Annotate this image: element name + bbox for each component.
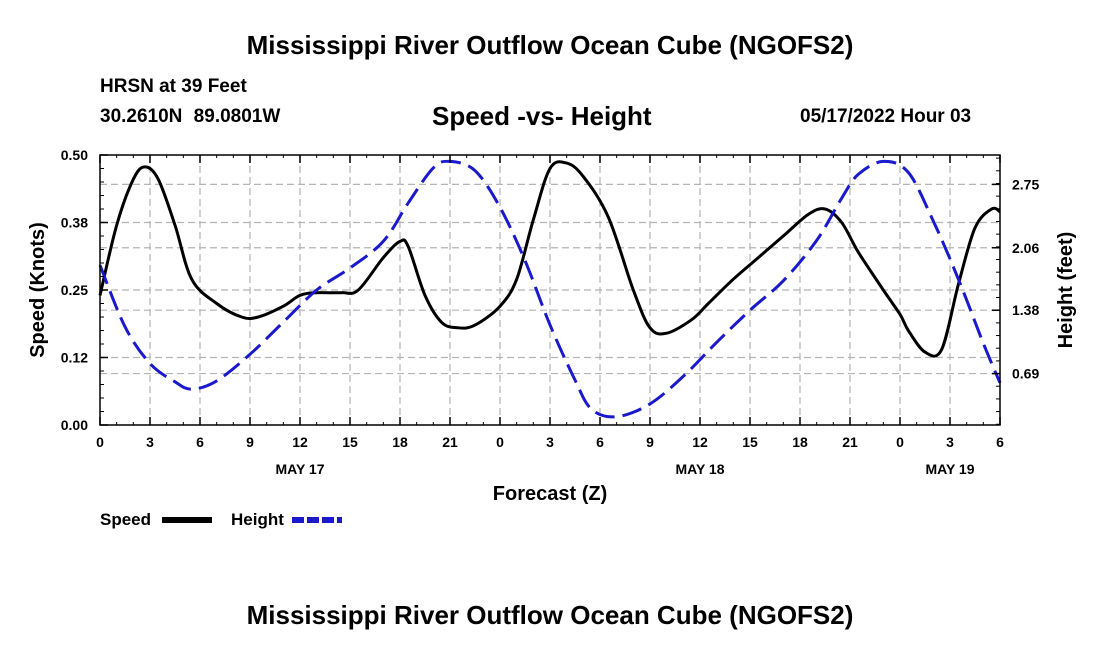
main-title: Mississippi River Outflow Ocean Cube (NG… — [246, 30, 854, 60]
y2-tick-label: 0.69 — [1012, 366, 1039, 382]
chart-subtitle: Speed -vs- Height — [432, 101, 652, 131]
date-label: MAY 19 — [925, 461, 974, 477]
x-tick-label: 6 — [996, 434, 1004, 450]
x-tick-label: 0 — [496, 434, 504, 450]
x-axis-title: Forecast (Z) — [493, 483, 607, 505]
date-label: MAY 18 — [675, 461, 724, 477]
legend-speed-label: Speed — [100, 510, 151, 529]
x-tick-label: 12 — [292, 434, 308, 450]
y-tick-label: 0.50 — [61, 147, 88, 163]
x-tick-label: 6 — [196, 434, 204, 450]
y-axis-title: Speed (Knots) — [27, 222, 49, 358]
main-title-repeat: Mississippi River Outflow Ocean Cube (NG… — [246, 600, 854, 630]
y-tick-label: 0.12 — [61, 350, 88, 366]
x-tick-label: 12 — [692, 434, 708, 450]
forecast-datetime: 05/17/2022 Hour 03 — [800, 106, 972, 127]
x-tick-label: 21 — [442, 434, 458, 450]
speed-series-line — [98, 160, 1001, 358]
y-tick-label: 0.25 — [61, 282, 88, 298]
x-tick-label: 9 — [246, 434, 254, 450]
x-tick-label: 3 — [946, 434, 954, 450]
x-tick-label: 9 — [646, 434, 654, 450]
station-label: HRSN at 39 Feet — [100, 76, 247, 97]
y2-axis-title: Height (feet) — [1055, 232, 1077, 349]
grid — [100, 155, 1000, 425]
y-tick-label: 0.00 — [61, 417, 88, 433]
date-label: MAY 17 — [275, 461, 324, 477]
axes: 0 3 6 9 12 15 18 21 0 3 6 9 12 15 18 21 0 3 6 MAY 17 MAY 18 M… — [61, 147, 1040, 477]
x-tick-label: 21 — [842, 434, 858, 450]
y-tick-label: 0.38 — [61, 215, 88, 231]
x-tick-label: 18 — [392, 434, 408, 450]
legend-height-label: Height — [231, 510, 284, 529]
x-tick-label: 0 — [896, 434, 904, 450]
x-tick-label: 0 — [96, 434, 104, 450]
y2-tick-label: 2.75 — [1012, 176, 1039, 192]
x-tick-label: 6 — [596, 434, 604, 450]
x-tick-label: 3 — [146, 434, 154, 450]
x-tick-label: 15 — [342, 434, 358, 450]
y2-tick-label: 2.06 — [1012, 240, 1039, 256]
x-tick-label: 15 — [742, 434, 758, 450]
x-tick-label: 3 — [546, 434, 554, 450]
height-series-line — [98, 159, 1002, 419]
x-tick-label: 18 — [792, 434, 808, 450]
series — [98, 159, 1002, 419]
y2-tick-label: 1.38 — [1012, 302, 1039, 318]
legend: Speed Height — [100, 510, 342, 529]
station-coordinates: 30.2610N 89.0801W — [100, 106, 281, 127]
